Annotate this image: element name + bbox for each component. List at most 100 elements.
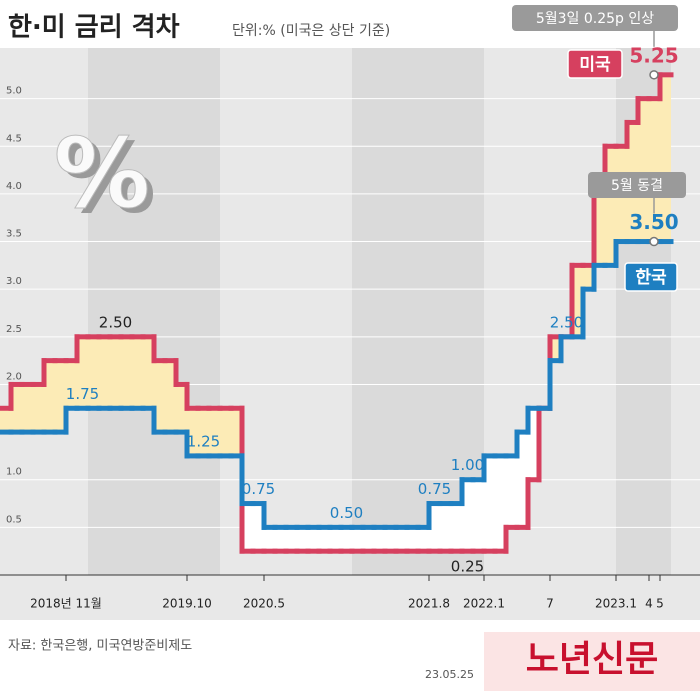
chart-subtitle: 단위:% (미국은 상단 기준) <box>232 23 390 39</box>
gap-fill <box>77 336 88 409</box>
icon: % <box>54 117 150 229</box>
gap-fill <box>319 527 330 552</box>
x-tick-label: 2022.1 <box>463 597 505 611</box>
value-label: 5.25 <box>629 43 678 67</box>
source: 자료: 한국은행, 미국연방준비제도 <box>8 638 192 654</box>
gap-fill <box>0 408 11 433</box>
x-tick-label: 2021.8 <box>408 597 450 611</box>
value-label: 1.00 <box>451 456 484 474</box>
gap-fill <box>649 98 660 242</box>
gap-fill <box>187 408 198 456</box>
gap-fill <box>396 527 407 552</box>
gap-fill <box>374 527 385 552</box>
y-tick-label: 4.0 <box>6 181 22 192</box>
gap-fill <box>22 384 33 433</box>
gap-fill <box>264 527 275 552</box>
gap-fill <box>198 408 209 456</box>
gap-fill <box>330 527 341 552</box>
icon-shadow: % <box>60 122 156 234</box>
value-label: 1.25 <box>187 432 220 450</box>
gap-fill <box>154 360 165 433</box>
gap-fill <box>495 455 506 552</box>
gap-fill <box>429 503 440 552</box>
chart-title: 한·미 금리 격차 <box>8 13 180 43</box>
gap-fill <box>517 432 528 528</box>
gap-fill <box>407 527 418 552</box>
gap-fill <box>275 527 286 552</box>
gap-fill <box>572 265 583 337</box>
gap-fill <box>484 455 495 552</box>
gap-fill <box>110 336 121 409</box>
gap-fill <box>11 384 22 433</box>
gap-fill <box>165 360 176 433</box>
y-tick-label: 3.5 <box>6 229 22 240</box>
value-label: 0.75 <box>418 480 451 498</box>
y-tick-label: 3.0 <box>6 276 22 287</box>
y-tick-label: 4.5 <box>6 133 22 144</box>
year-band <box>88 48 220 575</box>
value-label: 2.50 <box>99 313 132 331</box>
gap-fill <box>253 503 264 552</box>
x-tick-label: 2018년 11월 <box>30 597 102 611</box>
gap-fill <box>462 479 473 552</box>
gap-fill <box>550 336 561 361</box>
y-tick-label: 2.0 <box>6 371 22 382</box>
value-label: 0.25 <box>451 558 484 576</box>
gap-fill <box>231 408 242 456</box>
x-tick-label: 5 <box>656 597 664 611</box>
gap-fill <box>132 336 143 409</box>
gap-fill <box>308 527 319 552</box>
series-lines <box>0 70 674 554</box>
logo-background <box>484 632 700 691</box>
legend-label: 한국 <box>635 268 667 288</box>
end-marker <box>649 70 659 80</box>
gap-fill <box>242 503 253 552</box>
gap-fill <box>99 336 110 409</box>
x-tick-label: 2019.10 <box>162 597 212 611</box>
gap-fill <box>594 193 605 266</box>
gap-fill <box>583 265 594 290</box>
date: 23.05.25 <box>425 668 474 681</box>
logo: 노년신문 <box>526 638 658 680</box>
gap-fill <box>143 336 154 409</box>
gap-fill <box>297 527 308 552</box>
gap-fill <box>286 527 297 552</box>
gap-fill <box>341 527 352 552</box>
legend-label: 미국 <box>579 55 611 75</box>
gap-fill <box>176 384 187 433</box>
annotation: 5월 동결 <box>611 178 663 194</box>
annotation-box <box>512 5 678 31</box>
gap-fill <box>385 527 396 552</box>
labels: 2.500.255.251.751.250.750.500.751.002.50… <box>66 5 686 576</box>
y-tick-label: 1.0 <box>6 467 22 478</box>
gap-fill <box>451 503 462 552</box>
gap-fill <box>33 384 44 433</box>
legend-box <box>624 262 678 292</box>
x-tick-label: 2023.1 <box>595 597 637 611</box>
gap-fill <box>363 527 374 552</box>
gap-fill <box>352 527 363 552</box>
legend-box <box>567 49 623 79</box>
value-label: 1.75 <box>66 385 99 403</box>
gap-fill <box>121 336 132 409</box>
gap-fill <box>220 408 231 456</box>
value-label: 2.50 <box>550 313 583 331</box>
gap-fill <box>209 408 220 456</box>
gap-fill <box>473 479 484 552</box>
x-tick-label: 4 <box>645 597 653 611</box>
y-tick-label: 5.0 <box>6 86 22 97</box>
gap-fills <box>0 74 671 552</box>
gap-fill <box>55 360 66 433</box>
gap-fill <box>66 360 77 409</box>
annotation: 5월3일 0.25p 인상 <box>536 11 654 27</box>
y-tick-label: 2.5 <box>6 324 22 335</box>
gap-fill <box>528 408 539 480</box>
x-tick-label: 2020.5 <box>243 597 285 611</box>
x-tick-label: 7 <box>546 597 554 611</box>
gap-fill <box>605 146 616 266</box>
y-tick-label: 0.5 <box>6 514 22 525</box>
gap-fill <box>440 503 451 552</box>
gap-fill <box>418 527 429 552</box>
